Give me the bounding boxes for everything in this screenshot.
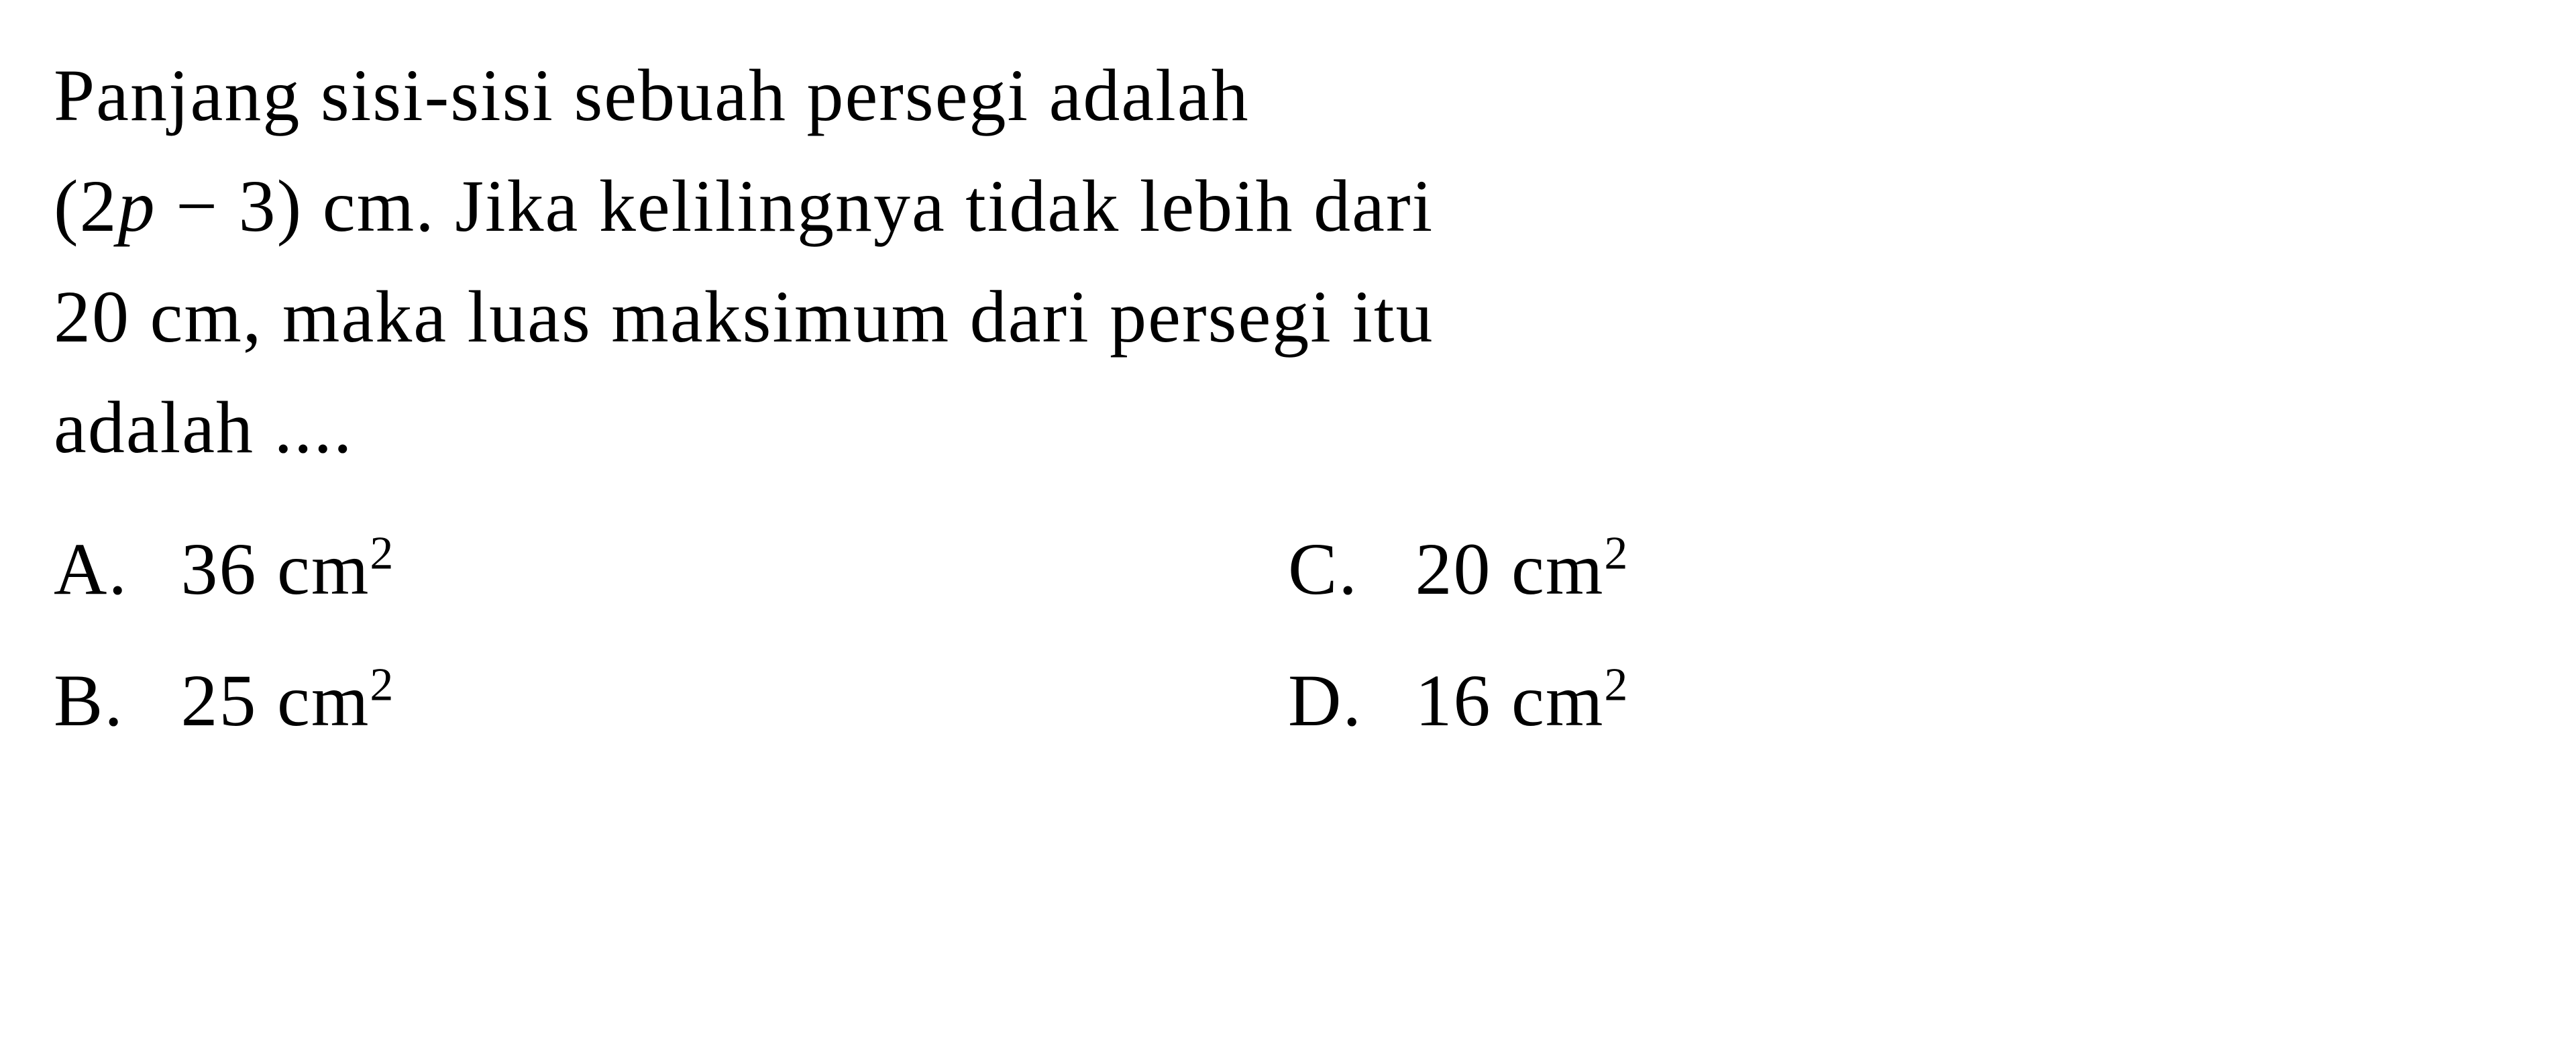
option-b-sup: 2 [370, 659, 394, 711]
option-c: C. 20 cm2 [1288, 510, 2522, 628]
question-text: Panjang sisi-sisi sebuah persegi adalah … [54, 40, 2522, 483]
option-d-sup: 2 [1604, 659, 1629, 711]
option-d-label: D. [1288, 641, 1395, 759]
option-a: A. 36 cm2 [54, 510, 1288, 628]
option-d: D. 16 cm2 [1288, 641, 2522, 759]
option-b-label: B. [54, 641, 161, 759]
option-c-value: 20 cm [1415, 528, 1605, 610]
option-a-sup: 2 [370, 527, 394, 579]
option-c-label: C. [1288, 510, 1395, 628]
option-column-left: A. 36 cm2 B. 25 cm2 [54, 510, 1288, 773]
option-a-value: 36 cm [181, 528, 370, 610]
option-b-value: 25 cm [181, 660, 370, 741]
option-column-right: C. 20 cm2 D. 16 cm2 [1288, 510, 2522, 773]
question-line-2-post: − 3) cm. Jika kelilingnya tidak lebih da… [156, 165, 1434, 247]
question-line-1: Panjang sisi-sisi sebuah persegi adalah [54, 54, 1250, 136]
question-line-2-pre: (2 [54, 165, 118, 247]
question-variable: p [118, 165, 156, 247]
options-container: A. 36 cm2 B. 25 cm2 C. 20 cm2 D. 16 cm2 [54, 510, 2522, 773]
option-c-sup: 2 [1604, 527, 1629, 579]
question-line-3: 20 cm, maka luas maksimum dari persegi i… [54, 276, 1434, 358]
option-b: B. 25 cm2 [54, 641, 1288, 759]
question-line-4: adalah .... [54, 386, 354, 468]
option-a-label: A. [54, 510, 161, 628]
option-d-value: 16 cm [1415, 660, 1605, 741]
